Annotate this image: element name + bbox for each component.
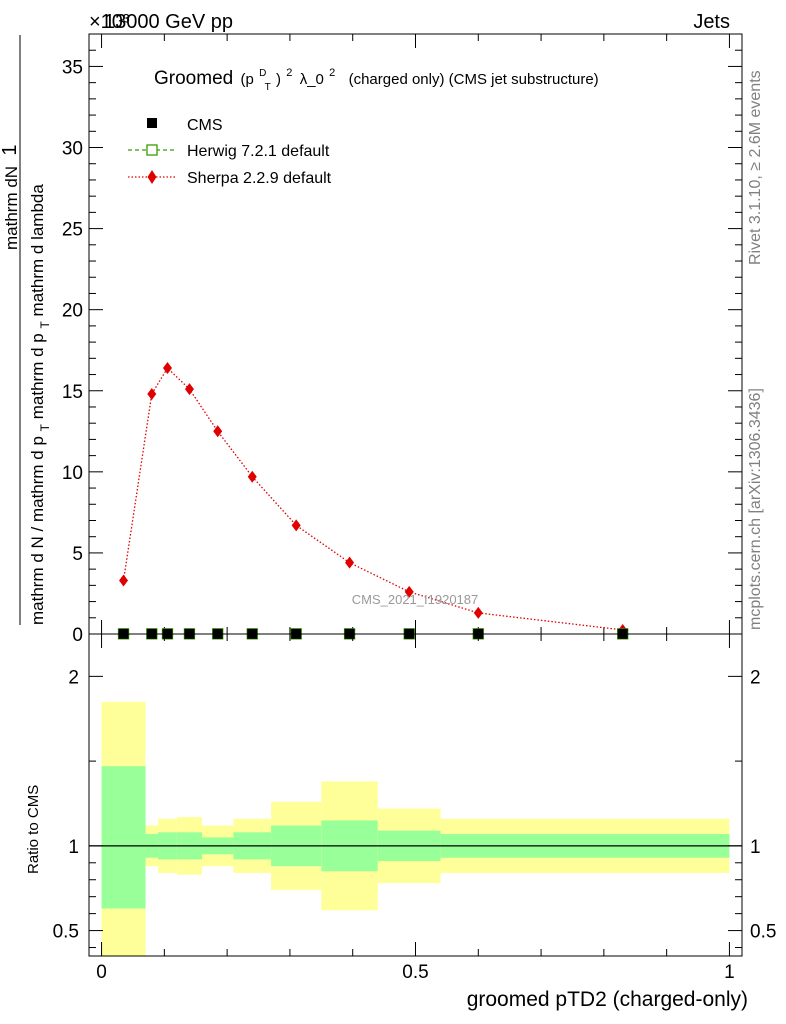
ratio-axes: 0.5 0.5 1 1 2 2 0 0.5 1: [53, 634, 776, 983]
x-axis-label: groomed pTD2 (charged-only): [467, 988, 748, 1011]
title-p: (p: [240, 71, 253, 88]
ylabel-numerator: mathrm dN: [2, 166, 21, 250]
sherpa-point: [213, 425, 223, 438]
legend-sherpa-marker: [147, 170, 157, 184]
main-ytick-label: 0: [72, 625, 83, 646]
main-panel: 0 5 10 15 20 25 30 35: [62, 33, 743, 646]
sherpa-point: [404, 585, 414, 598]
main-ytick-label: 35: [62, 57, 83, 78]
exponent-label: ×10³: [89, 11, 130, 33]
main-ytick-label: 10: [62, 463, 83, 484]
sherpa-line: [122, 367, 623, 631]
main-axes: 0 5 10 15 20 25 30 35: [62, 33, 742, 646]
sherpa-point: [291, 519, 301, 532]
main-ytick-label: 15: [62, 382, 83, 403]
ratio-ytick-label-right: 1: [750, 837, 761, 858]
ratio-band-inner: [101, 766, 146, 909]
xtick-label: 0: [96, 962, 107, 983]
ratio-frame: [88, 633, 743, 957]
title-sq2: 2: [329, 67, 335, 79]
ratio-ytick-label-right: 0.5: [750, 922, 776, 943]
watermark: CMS_2021_I1920187: [352, 592, 479, 607]
legend: CMS Herwig 7.2.1 default Sherpa 2.2.9 de…: [128, 117, 332, 187]
main-ytick-label: 30: [62, 139, 83, 160]
sherpa-point: [184, 383, 194, 396]
svg-text:mathrm d N / mathrm d p: mathrm d N / mathrm d p T mathrm d p T m…: [28, 184, 53, 625]
title-lambda: λ_0: [300, 71, 324, 88]
ylabel-front-num: 1: [0, 144, 21, 155]
ratio-ytick-label: 1: [68, 837, 79, 858]
sherpa-point: [162, 362, 172, 375]
main-ytick-label: 20: [62, 301, 83, 322]
ratio-panel: 0.5 0.5 1 1 2 2 0 0.5 1: [53, 633, 776, 983]
ylabel-den-sub: T: [38, 321, 52, 329]
title-sup-d: D: [259, 68, 266, 79]
ratio-bands: [89, 701, 742, 956]
legend-herwig-marker: [146, 144, 158, 156]
title-pre: Groomed: [154, 68, 233, 89]
ratio-y-label: Ratio to CMS: [25, 785, 42, 874]
sherpa-point: [119, 574, 129, 587]
main-ytick-label: 5: [72, 544, 83, 565]
legend-herwig-label: Herwig 7.2.1 default: [187, 143, 330, 160]
svg-text:Groomed (p D: Groomed (p D T ) 2 λ_0 2 (charged only) …: [154, 60, 599, 95]
header-energy: 13000 GeV pp: [104, 11, 233, 33]
title-post: (charged only) (CMS jet substructure): [349, 71, 599, 88]
sherpa-point: [247, 470, 257, 483]
header-jets: Jets: [693, 11, 730, 33]
legend-cms-marker: [147, 118, 157, 128]
legend-sherpa-label: Sherpa 2.2.9 default: [187, 170, 332, 187]
main-ytick-label: 25: [62, 220, 83, 241]
plot-title: Groomed (p D T ) 2 λ_0 2 (charged only) …: [154, 60, 599, 95]
sherpa-point: [473, 606, 483, 619]
rivet-label: Rivet 3.1.10, ≥ 2.6M events: [747, 70, 764, 265]
sherpa-point: [147, 388, 157, 400]
sherpa-point: [345, 556, 355, 569]
ratio-ytick-label: 0.5: [53, 922, 79, 943]
mcplots-label: mcplots.cern.ch [arXiv:1306.3436]: [747, 388, 764, 630]
main-y-label: 1 mathrm d N / mathrm d p T mathrm d p T…: [0, 35, 53, 625]
ylabel-front-den: mathrm d N / mathrm d p: [28, 436, 47, 625]
title-sq: 2: [286, 67, 292, 79]
xtick-label: 1: [724, 962, 735, 983]
legend-cms-label: CMS: [187, 117, 223, 134]
ylabel-front-post: mathrm d p: [28, 333, 47, 419]
title-sub-t: T: [265, 82, 271, 93]
ylabel-front-sub: T: [38, 423, 52, 431]
ratio-ytick-label: 2: [68, 667, 79, 688]
title-close: ): [276, 71, 281, 88]
ratio-ytick-label-right: 2: [750, 667, 761, 688]
xtick-label: 0.5: [402, 962, 428, 983]
ylabel-den-post: mathrm d lambda: [28, 184, 47, 317]
